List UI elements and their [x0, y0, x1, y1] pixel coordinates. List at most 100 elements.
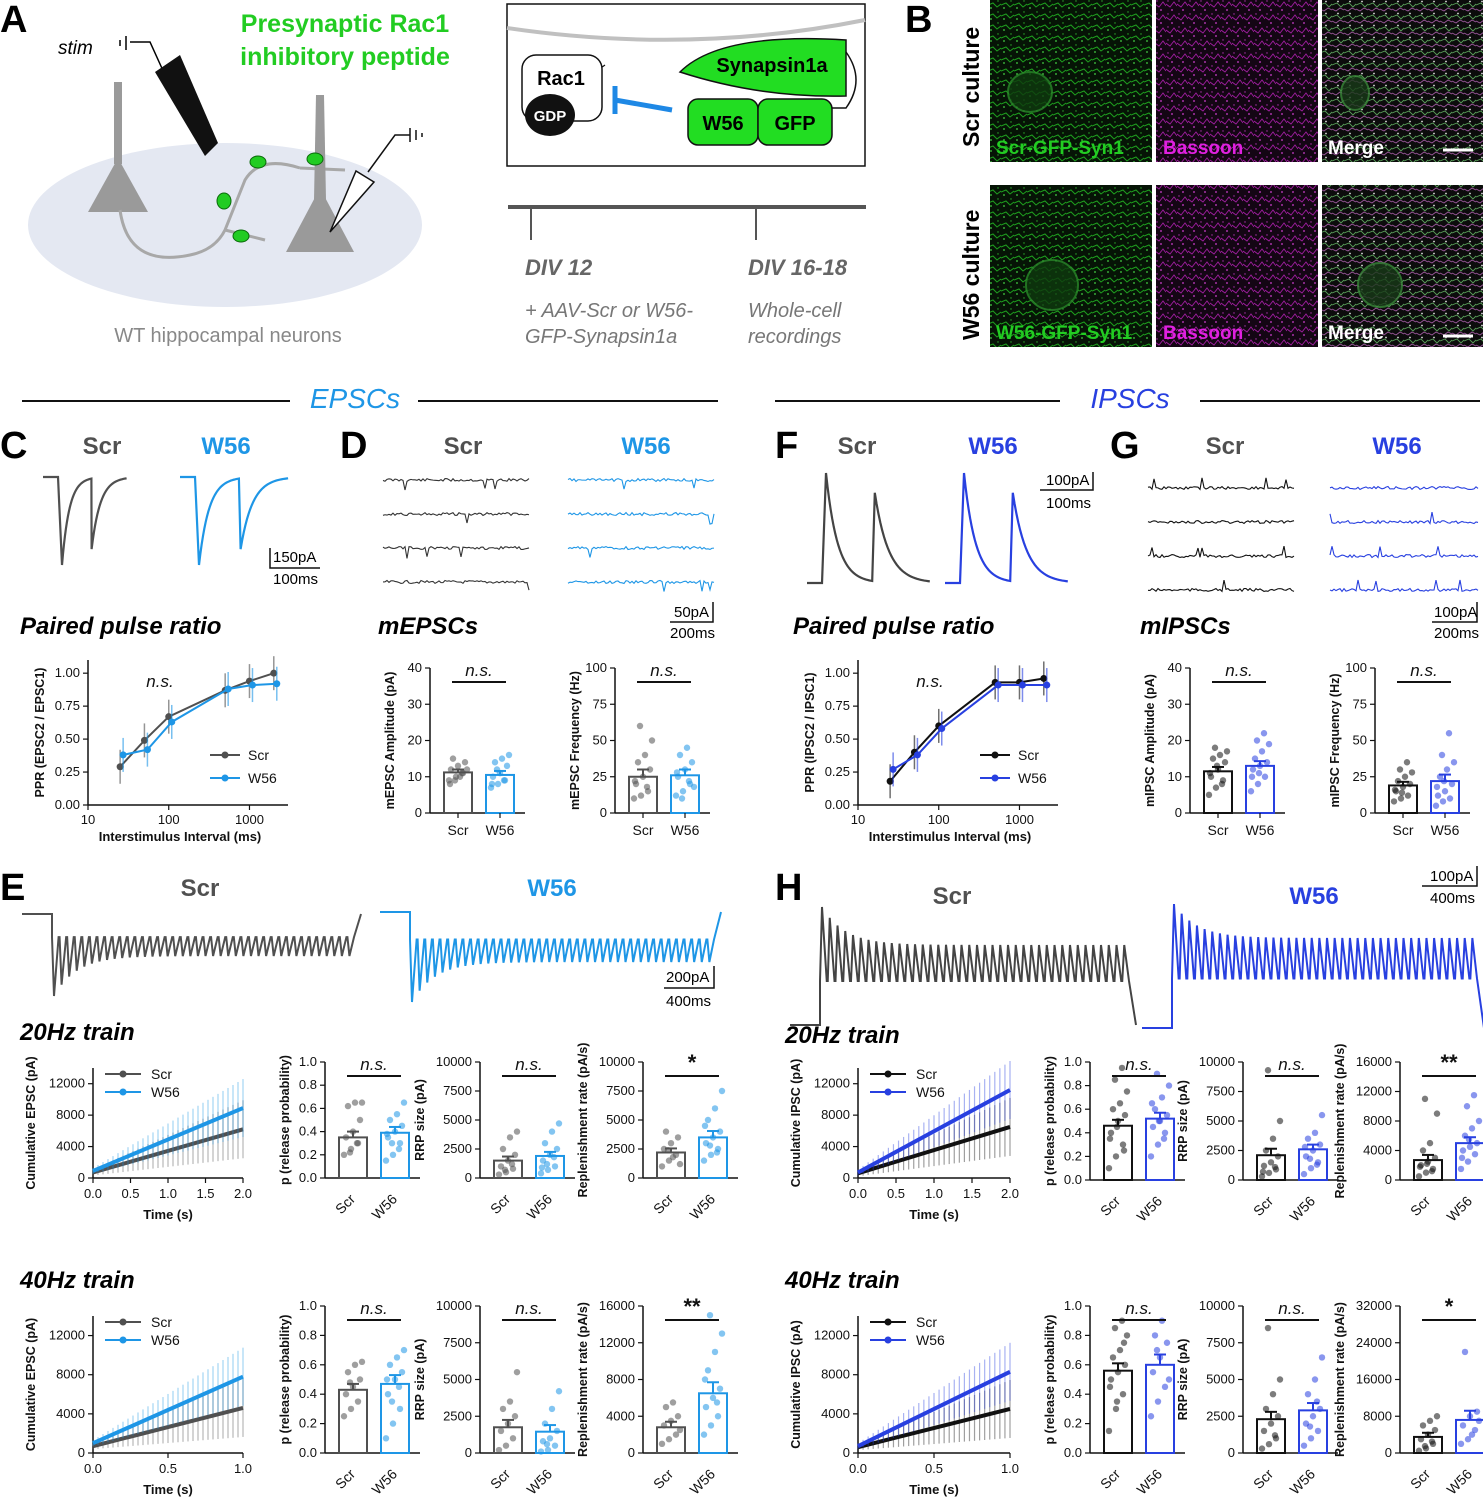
data-point	[382, 1157, 390, 1164]
y-tick-label: 2500	[443, 1141, 472, 1156]
y-tick-label: 40	[1168, 660, 1182, 675]
legend-label: Scr	[151, 1066, 172, 1082]
panel-e-labels: E Scr W56 200pA 400ms 20Hz train 40Hz tr…	[0, 867, 715, 1294]
data-point	[494, 780, 502, 788]
x-tick-label: 1.5	[963, 1186, 981, 1201]
x-tick-label: 10	[851, 812, 865, 827]
data-point	[690, 783, 698, 791]
data-point	[1403, 759, 1411, 766]
panel-e-train40: 40Hz train	[19, 1267, 135, 1294]
data-point	[491, 759, 499, 766]
x-category-label: Scr	[487, 1191, 513, 1217]
significance-label: n.s.	[1278, 1055, 1305, 1074]
data-point	[1465, 1136, 1473, 1143]
y-tick-label: 1.00	[55, 665, 80, 680]
data-point	[1391, 786, 1399, 793]
data-point	[1313, 1161, 1321, 1168]
series-point	[119, 751, 127, 759]
x-category-label: Scr	[633, 822, 654, 838]
data-point	[676, 751, 684, 759]
y-tick-label: 0.6	[299, 1100, 317, 1115]
panel-h-train40: 40Hz train	[784, 1267, 900, 1294]
data-point	[1468, 1125, 1476, 1132]
data-point	[1470, 1091, 1478, 1099]
y-tick-label: 0.8	[1064, 1078, 1082, 1093]
panel-f-scalebar-y: 100pA	[1046, 472, 1089, 489]
y-axis-label: Replenishment rate (pA/s)	[1333, 1044, 1347, 1199]
data-point	[1147, 1153, 1155, 1160]
data-point	[504, 1420, 512, 1427]
data-point	[1148, 1100, 1156, 1107]
data-point	[340, 1151, 348, 1159]
data-point	[643, 783, 651, 791]
x-category-label: Scr	[332, 1466, 358, 1492]
data-point	[391, 1376, 399, 1383]
data-point	[506, 1134, 514, 1141]
y-tick-label: 0	[843, 1170, 850, 1185]
data-point	[1269, 1391, 1277, 1398]
y-tick-label: 4000	[606, 1408, 635, 1423]
y-tick-label: 8000	[1363, 1113, 1392, 1128]
y-axis-label: RRP size (pA)	[1176, 1080, 1190, 1162]
data-point	[346, 1379, 354, 1386]
data-point	[383, 1376, 391, 1383]
trace-d-w56-0	[567, 477, 715, 490]
x-tick-label: 0.0	[849, 1186, 867, 1201]
data-point	[1464, 1158, 1472, 1165]
x-category-label: W56	[1286, 1466, 1318, 1498]
data-point	[1431, 1154, 1439, 1162]
data-point	[1466, 1143, 1474, 1151]
y-axis-label: p (release probability)	[1043, 1056, 1057, 1186]
data-point	[1271, 1432, 1279, 1439]
data-point	[458, 769, 466, 777]
data-point	[502, 1442, 510, 1449]
data-point	[513, 1128, 521, 1135]
panel-d-letter: D	[340, 425, 367, 467]
x-category-label: Scr	[1250, 1193, 1276, 1219]
y-tick-label: 20	[408, 733, 422, 748]
y-tick-label: 1.0	[1064, 1298, 1082, 1313]
data-point	[1105, 1427, 1113, 1435]
data-point	[1212, 784, 1220, 791]
data-point	[386, 1361, 394, 1369]
y-axis-label: Cumulative EPSC (pA)	[24, 1056, 38, 1189]
panel-g-scr-title: Scr	[1206, 433, 1245, 460]
data-point	[1396, 766, 1404, 773]
data-point	[637, 792, 645, 799]
significance-label: *	[688, 1050, 697, 1075]
data-point	[451, 777, 459, 784]
data-point	[541, 1420, 549, 1427]
image-w56-bassoon	[1156, 185, 1318, 347]
panel-c-letter: C	[0, 425, 27, 467]
chart-E20_cum: 0 4000 8000 12000 0.0 0.5 1.0 1.5 2.0 Cumulative …	[24, 1056, 252, 1222]
y-axis-label: mIPSC Frequency (Hz)	[1328, 673, 1342, 807]
data-point	[1121, 1361, 1129, 1369]
chart-H20_rrp: 0 2500 5000 7500 10000 RRP size (pA) Scr W56 n.s…	[1176, 1054, 1338, 1224]
significance-label: n.s.	[360, 1055, 387, 1074]
y-tick-label: 30	[408, 696, 422, 711]
data-point	[393, 1354, 401, 1361]
y-tick-label: 10000	[599, 1054, 635, 1069]
data-point	[349, 1128, 357, 1135]
y-tick-label: 0	[843, 1445, 850, 1460]
data-point	[1206, 769, 1214, 777]
x-category-label: W56	[686, 1466, 718, 1498]
data-point	[1267, 1420, 1275, 1427]
chart-E20_rrp: 0 2500 5000 7500 10000 RRP size (pA) Scr W56 n.s…	[413, 1054, 575, 1222]
data-point	[1213, 762, 1221, 770]
data-point	[685, 777, 693, 785]
y-tick-label: 0.4	[299, 1386, 317, 1401]
y-tick-label: 8000	[56, 1367, 85, 1382]
chart-F_ppr: 0.00 0.25 0.50 0.75 1.00 10 100 1000 PPR (IPSC2 …	[803, 660, 1058, 844]
data-point	[509, 1435, 517, 1442]
data-point	[718, 1087, 726, 1095]
panel-f-w56-title: W56	[968, 433, 1017, 460]
peptide-title-line1: Presynaptic Rac1	[241, 10, 450, 38]
data-point	[1313, 1398, 1321, 1405]
data-point	[501, 1166, 509, 1174]
data-point	[1107, 1376, 1115, 1383]
x-tick-label: 1000	[235, 812, 264, 827]
data-point	[664, 1146, 672, 1154]
data-point	[1147, 1413, 1155, 1420]
